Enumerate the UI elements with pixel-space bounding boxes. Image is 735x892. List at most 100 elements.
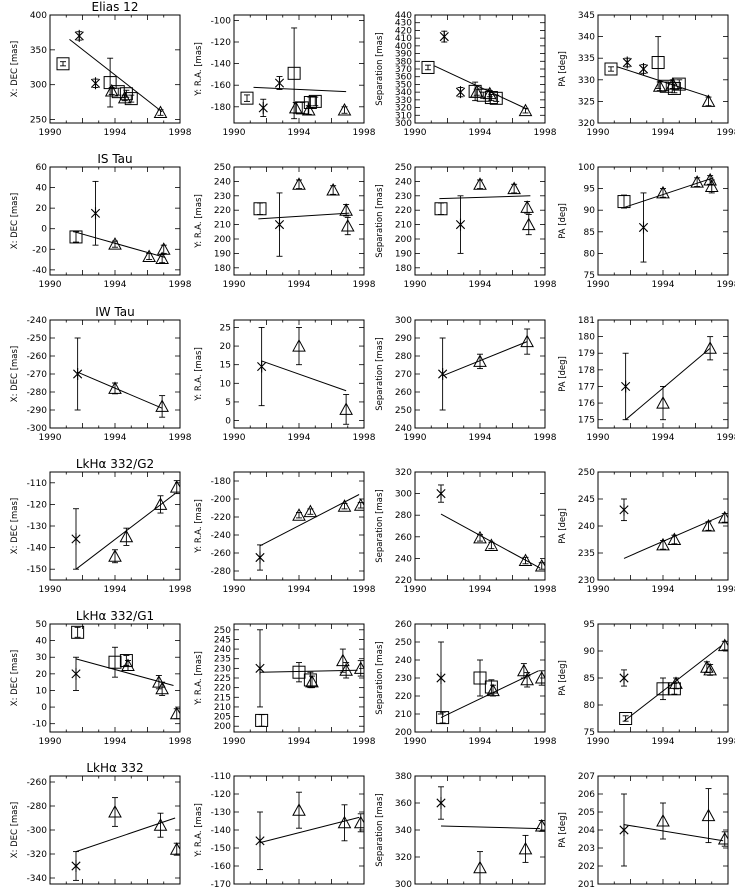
- y-axis-label: PA [deg]: [558, 660, 568, 696]
- y-tick-label: 330: [395, 96, 412, 106]
- y-tick-label: -300: [27, 424, 48, 434]
- y-tick-label: 340: [578, 33, 595, 43]
- fit-line: [75, 658, 174, 686]
- y-tick-label: 245: [214, 635, 231, 645]
- subplot-4-3: PA [deg] 1990 1994 1998 75 80 85 90 95: [558, 620, 735, 747]
- y-tick-label: 300: [395, 880, 412, 888]
- y-tick-label: 300: [395, 490, 412, 500]
- y-tick-label: -240: [27, 316, 48, 326]
- asterisk-point: [622, 56, 632, 69]
- y-tick-label: 20: [220, 342, 232, 352]
- y-tick-label: 75: [584, 728, 595, 738]
- y-tick-label: 300: [395, 119, 412, 129]
- y-tick-label: 400: [30, 11, 47, 21]
- plot-data: [69, 180, 171, 265]
- square-point: [303, 673, 317, 687]
- triangle-point: [518, 841, 533, 855]
- plot-data: [255, 791, 364, 871]
- x-tick-label: 1994: [652, 433, 675, 443]
- triangle-point: [119, 529, 134, 543]
- y-tick-label: -320: [27, 850, 48, 860]
- triangle-point: [339, 663, 353, 676]
- y-tick-label: 190: [395, 249, 412, 259]
- y-tick-label: 40: [36, 637, 48, 647]
- y-axis-label: Y: R.A. [mas]: [194, 651, 204, 706]
- y-axis-label: Separation [mas]: [375, 489, 385, 562]
- y-axis-label: X: DEC [mas]: [10, 498, 20, 555]
- triangle-point: [353, 661, 364, 674]
- y-tick-label: 204: [578, 826, 595, 836]
- y-tick-label: 207: [578, 772, 595, 782]
- plot-frame: [49, 623, 181, 733]
- plot-data: [434, 177, 536, 254]
- y-tick-label: 90: [584, 206, 596, 216]
- y-axis-label: PA [deg]: [558, 51, 568, 87]
- plot-data: [255, 494, 364, 571]
- y-tick-label: 220: [395, 576, 412, 586]
- y-tick-label: 430: [395, 19, 412, 29]
- y-tick-label: 200: [214, 722, 231, 732]
- y-tick-label: 280: [395, 511, 412, 521]
- x-tick-label: 1998: [534, 128, 557, 138]
- triangle-point: [155, 251, 169, 265]
- y-tick-label: 250: [578, 468, 595, 478]
- triangle-point: [534, 818, 545, 832]
- y-tick-label: -110: [211, 772, 232, 782]
- y-tick-label: 95: [584, 185, 595, 195]
- triangle-point: [152, 675, 166, 688]
- x-tick-label: 1990: [587, 280, 610, 290]
- y-tick-label: 177: [578, 382, 595, 392]
- plot-data: [619, 498, 728, 559]
- plot-data: [438, 328, 534, 411]
- triangle-point: [292, 508, 306, 521]
- panel-title: LkHα 332: [86, 761, 143, 775]
- triangle-point: [482, 86, 497, 100]
- y-tick-label: 250: [395, 638, 412, 648]
- y-tick-label: 180: [395, 264, 412, 274]
- x-tick-label: 1990: [404, 128, 427, 138]
- plot-data: [604, 36, 716, 107]
- y-tick-label: -160: [211, 862, 232, 872]
- y-tick-label: 390: [395, 50, 412, 60]
- square-point: [253, 202, 267, 216]
- y-tick-label: 230: [214, 664, 231, 674]
- y-tick-label: 420: [395, 26, 412, 36]
- x-tick-label: 1994: [652, 280, 675, 290]
- triangle-point: [301, 102, 316, 116]
- y-tick-label: 176: [578, 399, 595, 409]
- x-tick-label: 1990: [223, 280, 246, 290]
- y-tick-label: 40: [36, 184, 48, 194]
- x-tick-label: 1998: [169, 280, 192, 290]
- y-tick-label: -260: [211, 549, 232, 559]
- triangle-point: [656, 185, 670, 199]
- triangle-point: [484, 538, 499, 551]
- y-tick-label: 75: [584, 271, 595, 281]
- subplot-4-2: Separation [mas] 1990 1994 1998 200 210 220 230…: [375, 620, 557, 747]
- fit-line: [259, 816, 360, 844]
- triangle-point: [108, 804, 122, 818]
- y-tick-label: 250: [214, 626, 231, 636]
- triangle-point: [701, 808, 716, 822]
- fit-line: [253, 86, 347, 93]
- x-tick-label: 1990: [223, 737, 246, 747]
- panel-title: LkHα 332/G2: [76, 457, 154, 471]
- square-point: [287, 66, 301, 80]
- triangle-point: [121, 658, 135, 672]
- y-tick-label: 178: [578, 366, 595, 376]
- y-tick-label: 220: [214, 684, 231, 694]
- square-point: [484, 680, 498, 694]
- y-axis-label: X: DEC [mas]: [10, 650, 20, 707]
- y-tick-label: -260: [27, 352, 48, 362]
- y-axis-label: Y: R.A. [mas]: [194, 347, 204, 402]
- plot-data: [240, 27, 352, 120]
- triangle-point: [108, 549, 122, 562]
- x-tick-label: 1998: [169, 737, 192, 747]
- y-tick-label: 200: [395, 235, 412, 245]
- y-tick-label: 350: [395, 80, 412, 90]
- y-tick-label: -150: [211, 844, 232, 854]
- triangle-point: [669, 676, 683, 689]
- y-axis-label: PA [deg]: [558, 812, 568, 848]
- square-point: [292, 665, 306, 679]
- triangle-point: [704, 179, 719, 192]
- triangle-point: [337, 499, 352, 512]
